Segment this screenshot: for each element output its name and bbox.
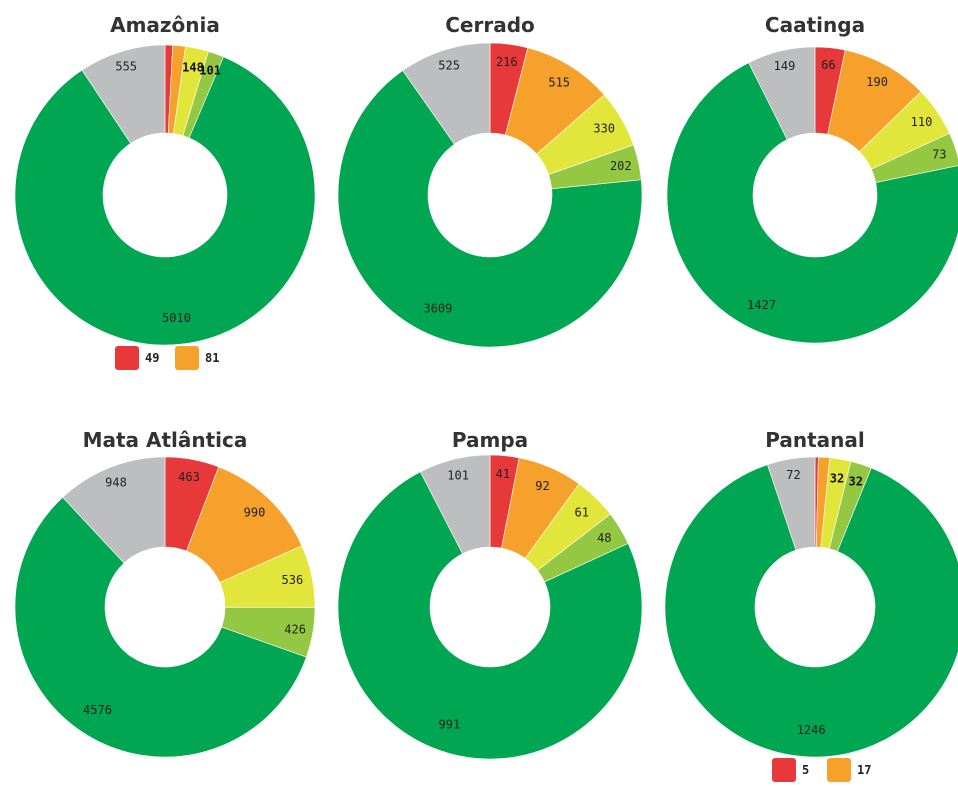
slice-value-label: 536	[282, 573, 304, 587]
legend-value-label: 49	[145, 351, 159, 365]
slice-value-label: 426	[284, 623, 306, 637]
slice-gray	[81, 44, 166, 144]
slice-green	[14, 56, 316, 346]
slice-gray	[419, 454, 491, 555]
slice-value-label: 525	[438, 59, 460, 73]
donut-chart: Cerrado 216 515 330 202 3609 525	[337, 13, 643, 348]
slice-value-label: 148	[182, 60, 204, 74]
slice-value-label: 149	[774, 59, 796, 73]
legend-value-label: 17	[857, 763, 871, 777]
chart-title: Mata Atlântica	[83, 428, 248, 452]
slice-green	[14, 496, 307, 758]
slice-value-label: 101	[447, 468, 469, 482]
slice-value-label: 101	[199, 64, 221, 78]
slice-value-label: 4576	[83, 703, 112, 717]
slice-value-label: 1246	[797, 723, 826, 737]
chart-title: Pampa	[452, 428, 528, 452]
slice-value-label: 32	[830, 472, 844, 486]
slice-value-label: 66	[821, 58, 835, 72]
slice-value-label: 202	[610, 159, 632, 173]
slice-value-label: 41	[496, 467, 510, 481]
slice-green	[337, 70, 643, 348]
slice-value-label: 555	[115, 60, 137, 74]
legend-swatch-red	[115, 346, 139, 370]
slice-green	[337, 471, 643, 760]
slice-gray	[767, 456, 816, 551]
slice-value-label: 190	[866, 75, 888, 89]
slice-value-label: 48	[597, 531, 611, 545]
slice-value-label: 515	[548, 75, 570, 89]
slice-value-label: 61	[574, 505, 588, 519]
small-slice-legend: 49 81	[115, 346, 219, 370]
legend-swatch-orange	[827, 758, 851, 782]
chart-title: Amazônia	[110, 13, 220, 37]
chart-title: Pantanal	[765, 428, 865, 452]
slice-value-label: 1427	[747, 298, 776, 312]
donut-chart: Caatinga 66 190 110 73 1427 149	[666, 13, 958, 344]
slice-value-label: 73	[932, 147, 946, 161]
slice-green	[666, 62, 958, 344]
slice-value-label: 991	[439, 718, 461, 732]
slice-value-label: 990	[244, 506, 266, 520]
chart-title: Caatinga	[765, 13, 865, 37]
donut-chart: Pantanal 32 32 1246 72 5 17	[664, 428, 958, 782]
slice-gray	[62, 456, 166, 564]
slice-value-label: 5010	[162, 311, 191, 325]
slice-value-label: 110	[911, 115, 933, 129]
chart-title: Cerrado	[445, 13, 535, 37]
donut-chart: Pampa 41 92 61 48 991 101	[337, 428, 643, 760]
donut-chart: Mata Atlântica 463 990 536 426 4576 948	[14, 428, 316, 758]
slice-value-label: 463	[178, 470, 200, 484]
slice-value-label: 32	[848, 474, 862, 488]
small-slice-legend: 5 17	[772, 758, 871, 782]
slice-value-label: 92	[535, 479, 549, 493]
legend-swatch-red	[772, 758, 796, 782]
slice-gray	[748, 46, 816, 140]
slice-green	[664, 464, 958, 758]
legend-value-label: 5	[802, 763, 809, 777]
legend-swatch-orange	[175, 346, 199, 370]
legend-value-label: 81	[205, 351, 219, 365]
slice-value-label: 72	[786, 468, 800, 482]
slice-value-label: 330	[593, 121, 615, 135]
slice-value-label: 216	[496, 55, 518, 69]
slice-value-label: 948	[105, 476, 127, 490]
slice-gray	[402, 42, 491, 145]
slice-value-label: 3609	[423, 302, 452, 316]
